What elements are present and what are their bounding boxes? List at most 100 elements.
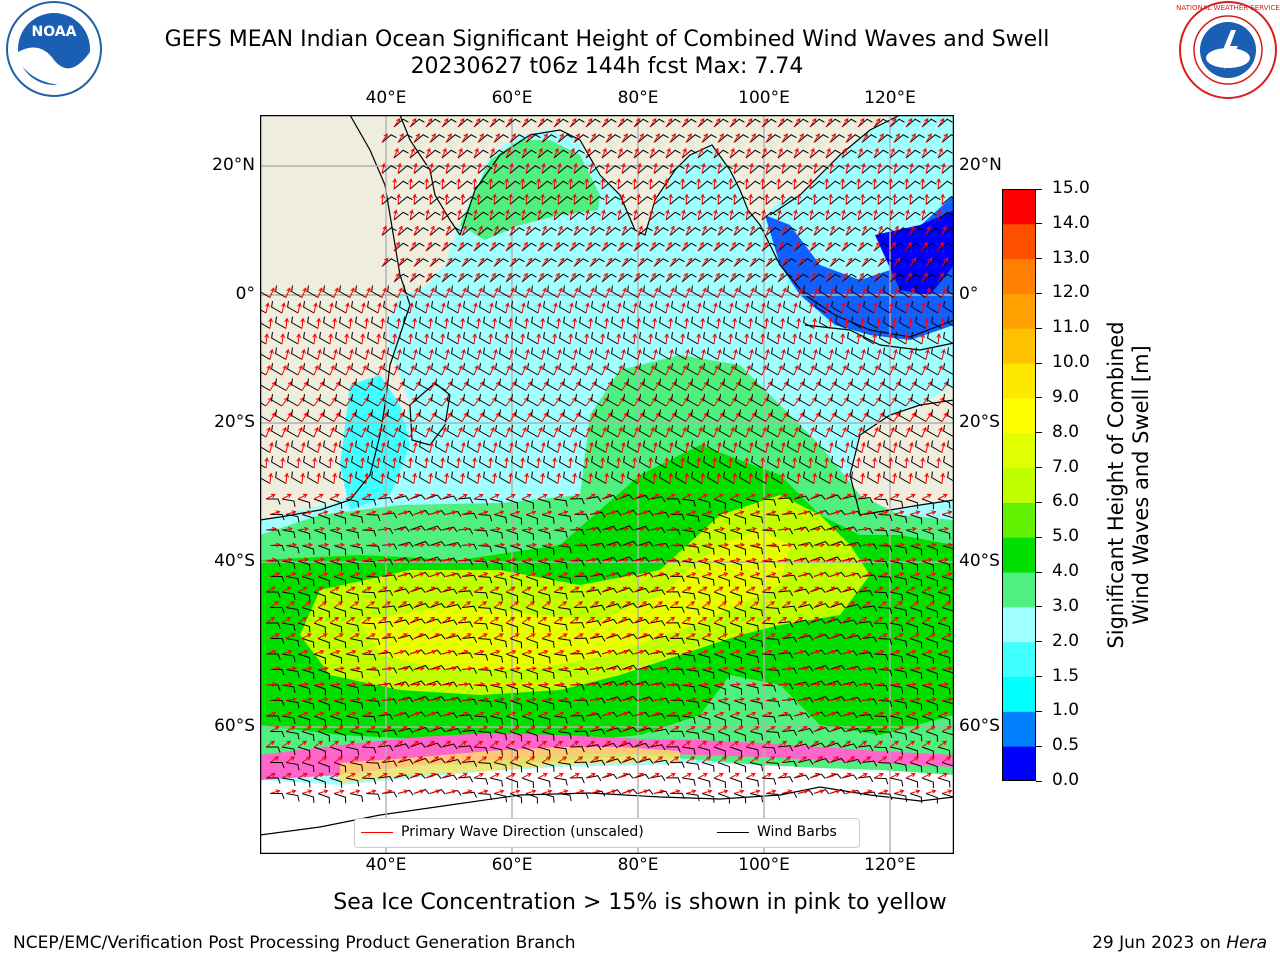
wind-barb [367,362,379,376]
colorbar-segment [1002,223,1036,260]
wind-barb [287,424,299,438]
wave-direction-arrow [617,241,624,252]
wind-barb [749,134,765,143]
wind-barb [643,285,655,298]
wave-direction-arrow [729,526,741,532]
wave-direction-arrow [841,209,846,221]
wind-barb [525,576,538,587]
wind-barb [729,560,743,571]
wind-barb [877,731,893,738]
wave-direction-arrow [473,426,479,438]
wave-direction-arrow [281,557,293,563]
wind-barb [387,316,399,329]
wave-direction-arrow [553,117,561,128]
wave-direction-arrow [797,726,808,732]
wave-direction-arrow [893,162,898,174]
wind-barb [435,471,447,484]
wind-barb [783,393,795,407]
wave-direction-arrow [877,257,885,267]
wave-direction-arrow [541,666,553,671]
wind-barb [557,227,573,236]
wave-direction-arrow [857,493,868,500]
wave-direction-arrow [616,333,622,345]
wind-barb [403,409,415,422]
wind-barb [777,621,794,628]
wave-direction-arrow [761,557,773,563]
wave-direction-arrow [333,666,345,671]
wave-direction-arrow [413,542,426,548]
wave-direction-arrow [620,317,626,329]
wind-barb [377,496,394,504]
wind-barb [489,622,504,632]
wave-direction-arrow [537,586,548,593]
wave-direction-arrow [329,649,341,655]
wind-barb [495,455,507,469]
wave-direction-arrow [713,426,719,438]
wave-direction-arrow [749,542,762,548]
wave-direction-arrow [925,542,938,548]
wave-direction-arrow [265,772,276,779]
wave-direction-arrow [781,789,793,794]
wave-direction-arrow [281,740,292,748]
wave-direction-arrow [941,633,952,639]
wave-direction-arrow [265,302,270,314]
wave-direction-arrow [937,241,944,252]
wave-direction-arrow [665,493,676,500]
wave-direction-arrow [301,633,312,639]
wave-direction-arrow [729,682,741,687]
wave-direction-arrow [813,287,819,298]
wind-barb [905,746,919,757]
wave-direction-arrow [873,711,885,717]
wave-direction-arrow [841,711,853,717]
wave-direction-arrow [425,711,437,717]
wave-direction-arrow [313,586,324,593]
wind-barb [573,227,589,236]
wave-direction-arrow [892,193,898,205]
wave-direction-arrow [412,472,418,484]
wind-barb [841,273,857,283]
wave-direction-arrow [728,178,734,190]
wave-direction-arrow [541,726,552,732]
wave-direction-arrow [429,789,441,794]
wave-direction-arrow [424,457,430,469]
wave-direction-arrow [509,601,520,608]
wave-direction-arrow [525,633,536,639]
wind-barb [825,273,841,283]
wind-barb [713,149,729,159]
wave-direction-arrow [733,133,740,143]
wave-direction-arrow [829,412,836,422]
wave-direction-arrow [649,740,660,748]
wind-barb [925,638,938,649]
lat-label-left: 40°S [214,551,255,571]
wind-barb [409,742,426,748]
wave-direction-arrow [493,162,498,174]
wave-direction-arrow [344,333,350,345]
wave-direction-arrow [461,441,466,453]
wind-barb [681,746,696,755]
wind-barb [697,560,711,571]
wind-barb [781,165,797,174]
wind-barb [729,180,745,190]
wind-barb [623,331,635,345]
wave-direction-arrow [937,682,949,687]
wave-direction-arrow [377,586,388,593]
wave-direction-arrow [717,225,723,236]
wave-direction-arrow [521,682,533,687]
wind-barb [275,378,287,391]
wind-barb [473,273,489,283]
wind-barb [319,455,331,469]
wave-direction-arrow [476,472,482,484]
wind-barb [463,362,475,376]
wave-direction-arrow [317,441,322,453]
wave-direction-arrow [509,287,515,298]
wave-direction-arrow [873,557,885,563]
wave-direction-arrow [573,666,585,671]
wave-direction-arrow [585,364,591,376]
colorbar-segment [1002,641,1036,678]
wave-direction-arrow [845,287,851,298]
wave-direction-arrow [633,209,638,221]
wave-direction-arrow [589,726,600,732]
wind-barb [349,731,364,740]
wave-direction-arrow [381,287,387,298]
wind-barb [447,362,459,376]
